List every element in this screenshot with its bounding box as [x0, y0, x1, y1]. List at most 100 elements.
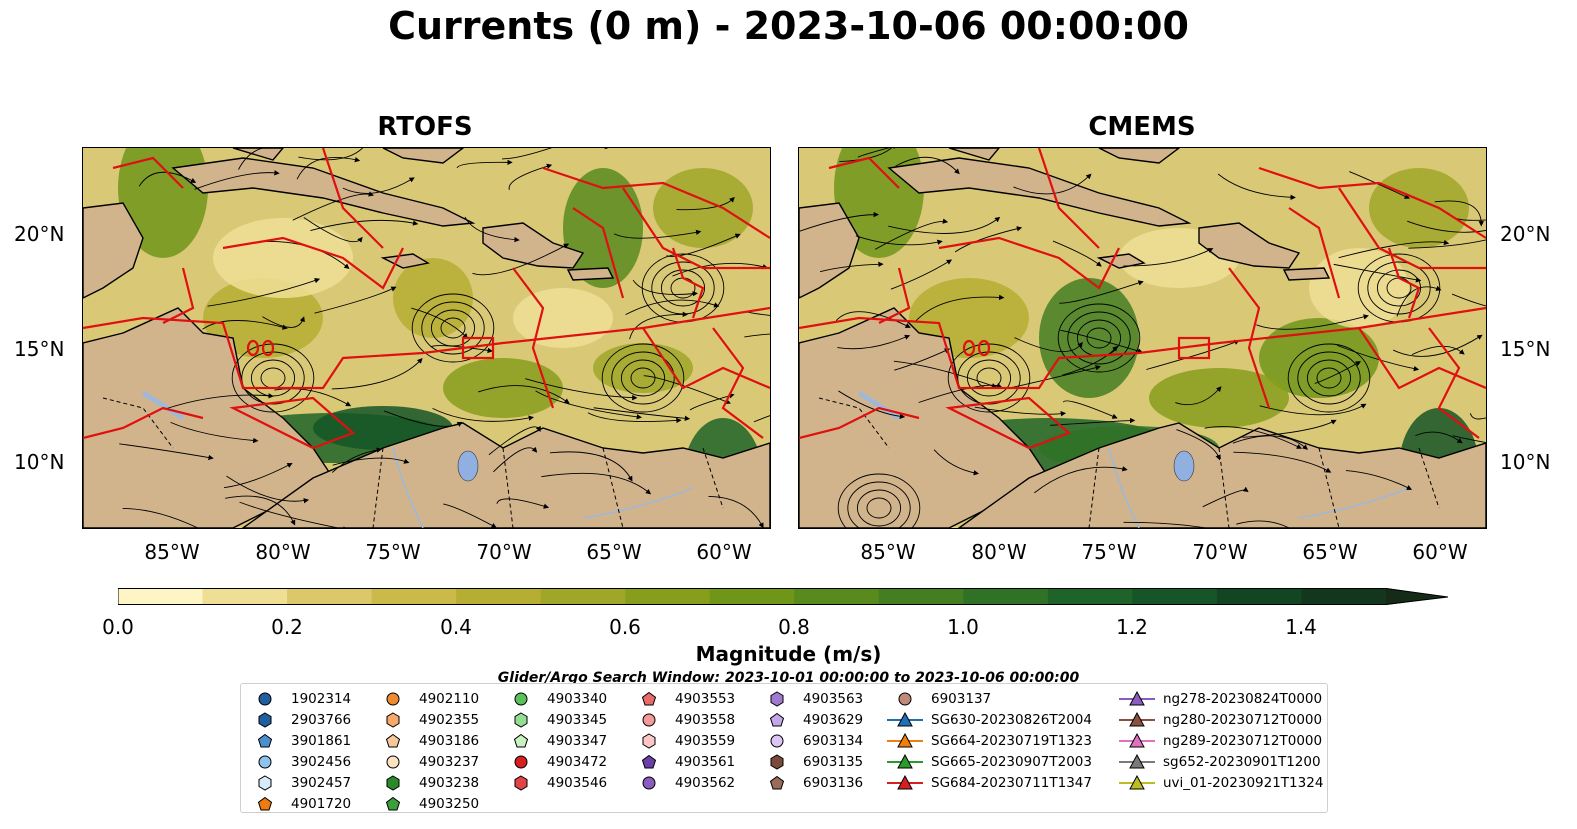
land-mass — [83, 307, 335, 528]
legend-label: 3902456 — [291, 753, 352, 770]
circle-marker-icon — [631, 712, 667, 728]
hexagon-marker-icon — [247, 774, 283, 791]
legend-entry: SG664-20230719T1323 — [887, 730, 1092, 751]
colorbar-segment — [1047, 588, 1133, 605]
legend-column: 4903340 4903345 4903347 4903472 4903546 — [503, 688, 607, 793]
legend-entry: 4903629 — [759, 709, 863, 730]
legend-column: 4903563 4903629 6903134 6903135 6903136 — [759, 688, 863, 793]
legend-label: 2903766 — [291, 711, 352, 728]
legend-entry: 6903137 — [887, 688, 1092, 709]
colorbar-label: Magnitude (m/s) — [695, 642, 882, 666]
legend-label: 4903562 — [675, 774, 736, 791]
legend-label: 4902110 — [419, 690, 480, 707]
colorbar-tick: 0.0 — [102, 615, 134, 639]
legend-entry: 4903340 — [503, 688, 607, 709]
colorbar — [118, 588, 1448, 605]
pentagon-marker-icon — [375, 733, 411, 749]
river — [582, 487, 694, 519]
legend-entry: SG630-20230826T2004 — [887, 709, 1092, 730]
land-mass — [1198, 222, 1301, 269]
colorbar-tick: 1.2 — [1116, 615, 1148, 639]
legend-entry: 6903134 — [759, 730, 863, 751]
legend-column: 4902110 4902355 4903186 4903237 4903238 49032… — [375, 688, 479, 814]
colorbar-segment — [1216, 588, 1302, 605]
border — [702, 447, 724, 509]
river — [392, 447, 424, 528]
hexagon-marker-icon — [375, 711, 411, 728]
colorbar-segment — [709, 588, 795, 605]
eddy — [1057, 303, 1141, 373]
colorbar-segment — [963, 588, 1049, 605]
legend-label: 6903137 — [931, 690, 992, 707]
legend-entry: 4903563 — [759, 688, 863, 709]
colorbar-segment — [625, 588, 711, 605]
lake — [141, 390, 185, 421]
land-mass — [566, 267, 615, 281]
colorbar-tick: 0.2 — [271, 615, 303, 639]
pentagon-marker-icon — [759, 775, 795, 791]
colorbar-tick: 0.6 — [609, 615, 641, 639]
land-mass — [83, 202, 144, 299]
colorbar-tick: 1.4 — [1285, 615, 1317, 639]
legend-column: 6903137 SG630-20230826T2004 SG664-20230719… — [887, 688, 1092, 793]
legend-entry: 4903237 — [375, 751, 479, 772]
eddy — [866, 497, 892, 519]
lat-tick-right: 20°N — [1500, 222, 1551, 246]
legend-label: 4903237 — [419, 753, 480, 770]
eddy — [1287, 343, 1371, 413]
eddy — [250, 359, 296, 397]
lon-tick: 65°W — [586, 540, 642, 564]
legend-entry: 6903136 — [759, 772, 863, 793]
land-mass — [482, 222, 585, 269]
legend-label: 3902457 — [291, 774, 352, 791]
triangle-line-marker-icon — [887, 774, 923, 791]
legend-column: ng278-20230824T0000 ng280-20230712T0000 ng… — [1119, 688, 1323, 793]
colorbar-segment — [118, 588, 204, 605]
legend-entry: ng280-20230712T0000 — [1119, 709, 1323, 730]
lon-tick: 70°W — [476, 540, 532, 564]
colorbar-segment — [202, 588, 288, 605]
eddy — [1367, 261, 1431, 315]
hexagon-marker-icon — [503, 774, 539, 791]
legend-label: SG664-20230719T1323 — [931, 732, 1092, 749]
legend-label: 4903186 — [419, 732, 480, 749]
legend-entry: 4901720 — [247, 793, 351, 814]
triangle-line-marker-icon — [1119, 753, 1155, 770]
legend-label: 6903135 — [803, 753, 864, 770]
legend-label: 4903238 — [419, 774, 480, 791]
colorbar-tick: 1.0 — [947, 615, 979, 639]
legend-label: 4903340 — [547, 690, 608, 707]
legend-entry: 3902457 — [247, 772, 351, 793]
circle-marker-icon — [375, 754, 411, 770]
pentagon-marker-icon — [247, 796, 283, 812]
legend-label: 4903347 — [547, 732, 608, 749]
legend-column: 1902314 2903766 3901861 3902456 3902457 49017… — [247, 688, 351, 814]
lon-tick: 60°W — [1412, 540, 1468, 564]
triangle-line-marker-icon — [887, 732, 923, 749]
legend-entry: 4903186 — [375, 730, 479, 751]
legend-label: 4903553 — [675, 690, 736, 707]
eddy — [1316, 367, 1342, 389]
legend-entry: 2903766 — [247, 709, 351, 730]
eddy — [411, 293, 495, 363]
legend-label: SG665-20230907T2003 — [931, 753, 1092, 770]
lat-tick-left: 20°N — [14, 222, 65, 246]
eddy — [421, 301, 485, 355]
eddy — [847, 481, 911, 528]
colorbar-tick: 0.8 — [778, 615, 810, 639]
lon-tick: 60°W — [696, 540, 752, 564]
land-mass — [1282, 267, 1331, 281]
colorbar-tick: 0.4 — [440, 615, 472, 639]
legend-label: 1902314 — [291, 690, 352, 707]
land-mass — [1096, 253, 1146, 269]
colorbar-segment — [1301, 588, 1387, 605]
legend-label: ng278-20230824T0000 — [1163, 690, 1323, 707]
figure-title: Currents (0 m) - 2023-10-06 00:00:00 — [388, 4, 1189, 48]
eddy — [856, 489, 902, 527]
eddy — [651, 261, 715, 315]
lon-tick: 80°W — [255, 540, 311, 564]
circle-marker-icon — [503, 754, 539, 770]
land-mass — [948, 148, 1000, 161]
lon-tick: 85°W — [860, 540, 916, 564]
legend-column: 4903553 4903558 4903559 4903561 4903562 — [631, 688, 735, 793]
